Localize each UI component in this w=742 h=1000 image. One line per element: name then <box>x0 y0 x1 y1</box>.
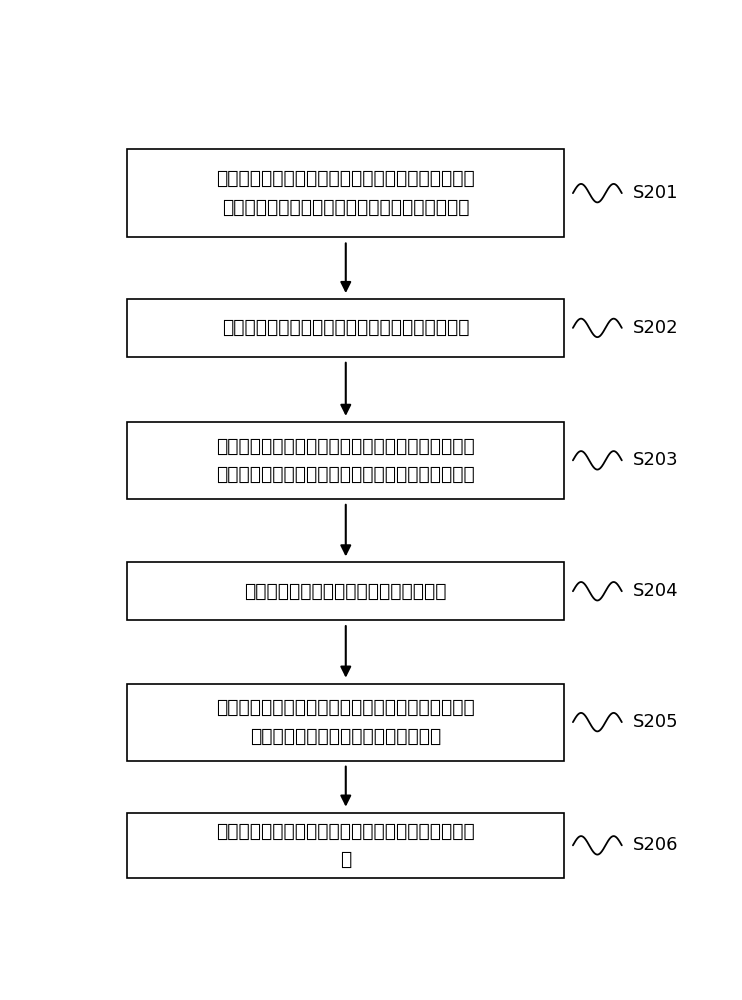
Text: 根据所述相机的位置信息、所述激光器的位置信息和
所述光斑图像确定出所述待换电车辆的基准点的坐标: 根据所述相机的位置信息、所述激光器的位置信息和 所述光斑图像确定出所述待换电车辆… <box>217 436 475 484</box>
Text: 根据所述基准点与所述电池包的相对位置信息和所述
基准点的坐标确定出所述电池包的坐标: 根据所述基准点与所述电池包的相对位置信息和所述 基准点的坐标确定出所述电池包的坐… <box>217 698 475 746</box>
Bar <box>128 813 565 878</box>
Bar <box>128 422 565 499</box>
Text: 获取所述相机的位置信息和所述激光器的位置信息: 获取所述相机的位置信息和所述激光器的位置信息 <box>222 318 470 337</box>
Text: S201: S201 <box>634 184 679 202</box>
Text: S203: S203 <box>634 451 679 469</box>
Text: S205: S205 <box>634 713 679 731</box>
Bar <box>128 299 565 357</box>
Text: S204: S204 <box>634 582 679 600</box>
Bar <box>128 684 565 761</box>
Text: S202: S202 <box>634 319 679 337</box>
Text: 基于所述电池包的坐标对所述待换电车辆进行换电操
作: 基于所述电池包的坐标对所述待换电车辆进行换电操 作 <box>217 821 475 869</box>
Text: 获取所述基准点与电池包的相对位置信息: 获取所述基准点与电池包的相对位置信息 <box>245 582 447 601</box>
Text: 通过相机采集激光器向预设扫描区域发射的激光，得
到光斑图像，所述预设扫描区域内停有待换电车辆: 通过相机采集激光器向预设扫描区域发射的激光，得 到光斑图像，所述预设扫描区域内停… <box>217 169 475 217</box>
Text: S206: S206 <box>634 836 679 854</box>
Bar <box>128 562 565 620</box>
Bar <box>128 149 565 237</box>
